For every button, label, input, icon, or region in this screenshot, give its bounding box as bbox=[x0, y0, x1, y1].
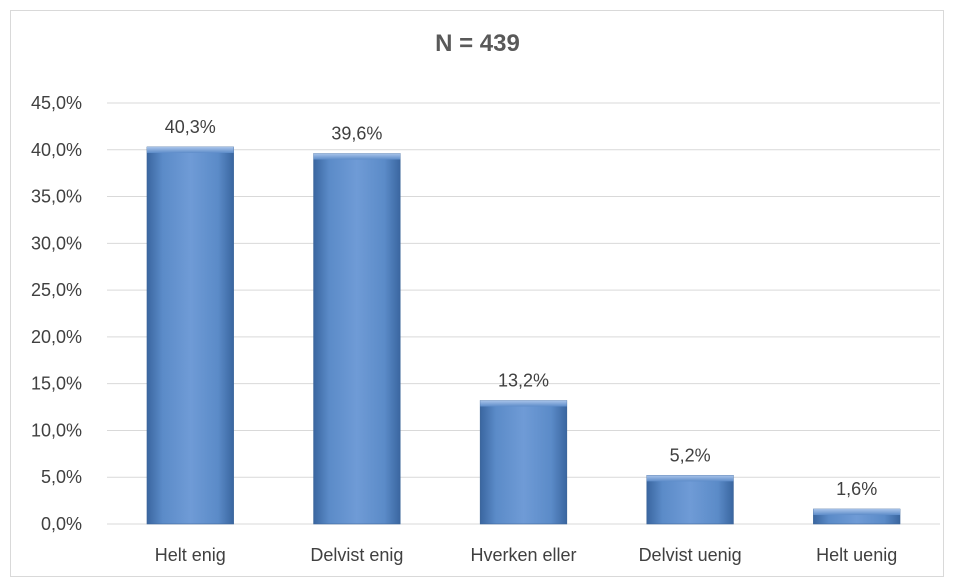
y-tick-label: 10,0% bbox=[31, 420, 82, 440]
bar-top-bevel bbox=[313, 153, 401, 160]
y-tick-label: 20,0% bbox=[31, 327, 82, 347]
y-tick-label: 45,0% bbox=[31, 93, 82, 113]
bar-top-bevel bbox=[646, 475, 734, 482]
category-label: Helt enig bbox=[155, 545, 226, 565]
bar bbox=[313, 153, 401, 525]
y-tick-label: 0,0% bbox=[41, 514, 82, 534]
bar-top-bevel bbox=[813, 509, 901, 516]
category-label: Helt uenig bbox=[816, 545, 897, 565]
data-label: 13,2% bbox=[498, 371, 549, 391]
y-axis-tick-labels: 0,0% 5,0% 10,0% 15,0% 20,0% 25,0% 30,0% 35,0% 40… bbox=[31, 93, 82, 534]
x-axis-category-labels: Helt enig Delvist enig Hverken eller Delvis… bbox=[155, 545, 897, 565]
category-label: Delvist enig bbox=[310, 545, 403, 565]
bar-body bbox=[146, 146, 234, 525]
bar-body bbox=[646, 475, 734, 525]
chart-title: N = 439 bbox=[435, 30, 520, 57]
data-label: 39,6% bbox=[331, 124, 382, 144]
data-label: 5,2% bbox=[670, 445, 711, 465]
y-tick-label: 5,0% bbox=[41, 467, 82, 487]
bar-body bbox=[479, 400, 568, 525]
bar bbox=[479, 400, 568, 525]
bar-top-bevel bbox=[480, 400, 567, 407]
category-label: Hverken eller bbox=[470, 545, 576, 565]
bar-top-bevel bbox=[146, 146, 234, 153]
y-tick-label: 35,0% bbox=[31, 187, 82, 207]
bar-body bbox=[313, 153, 401, 525]
category-label: Delvist uenig bbox=[639, 545, 742, 565]
y-tick-label: 15,0% bbox=[31, 374, 82, 394]
bar bbox=[646, 475, 734, 525]
bar bbox=[813, 508, 901, 525]
data-labels: 40,3% 39,6% 13,2% 5,2% 1,6% bbox=[165, 117, 877, 499]
data-label: 1,6% bbox=[836, 479, 877, 499]
y-tick-label: 30,0% bbox=[31, 233, 82, 253]
bars bbox=[146, 146, 901, 525]
y-tick-label: 40,0% bbox=[31, 140, 82, 160]
data-label: 40,3% bbox=[165, 117, 216, 137]
bar bbox=[146, 146, 234, 525]
y-tick-label: 25,0% bbox=[31, 280, 82, 300]
